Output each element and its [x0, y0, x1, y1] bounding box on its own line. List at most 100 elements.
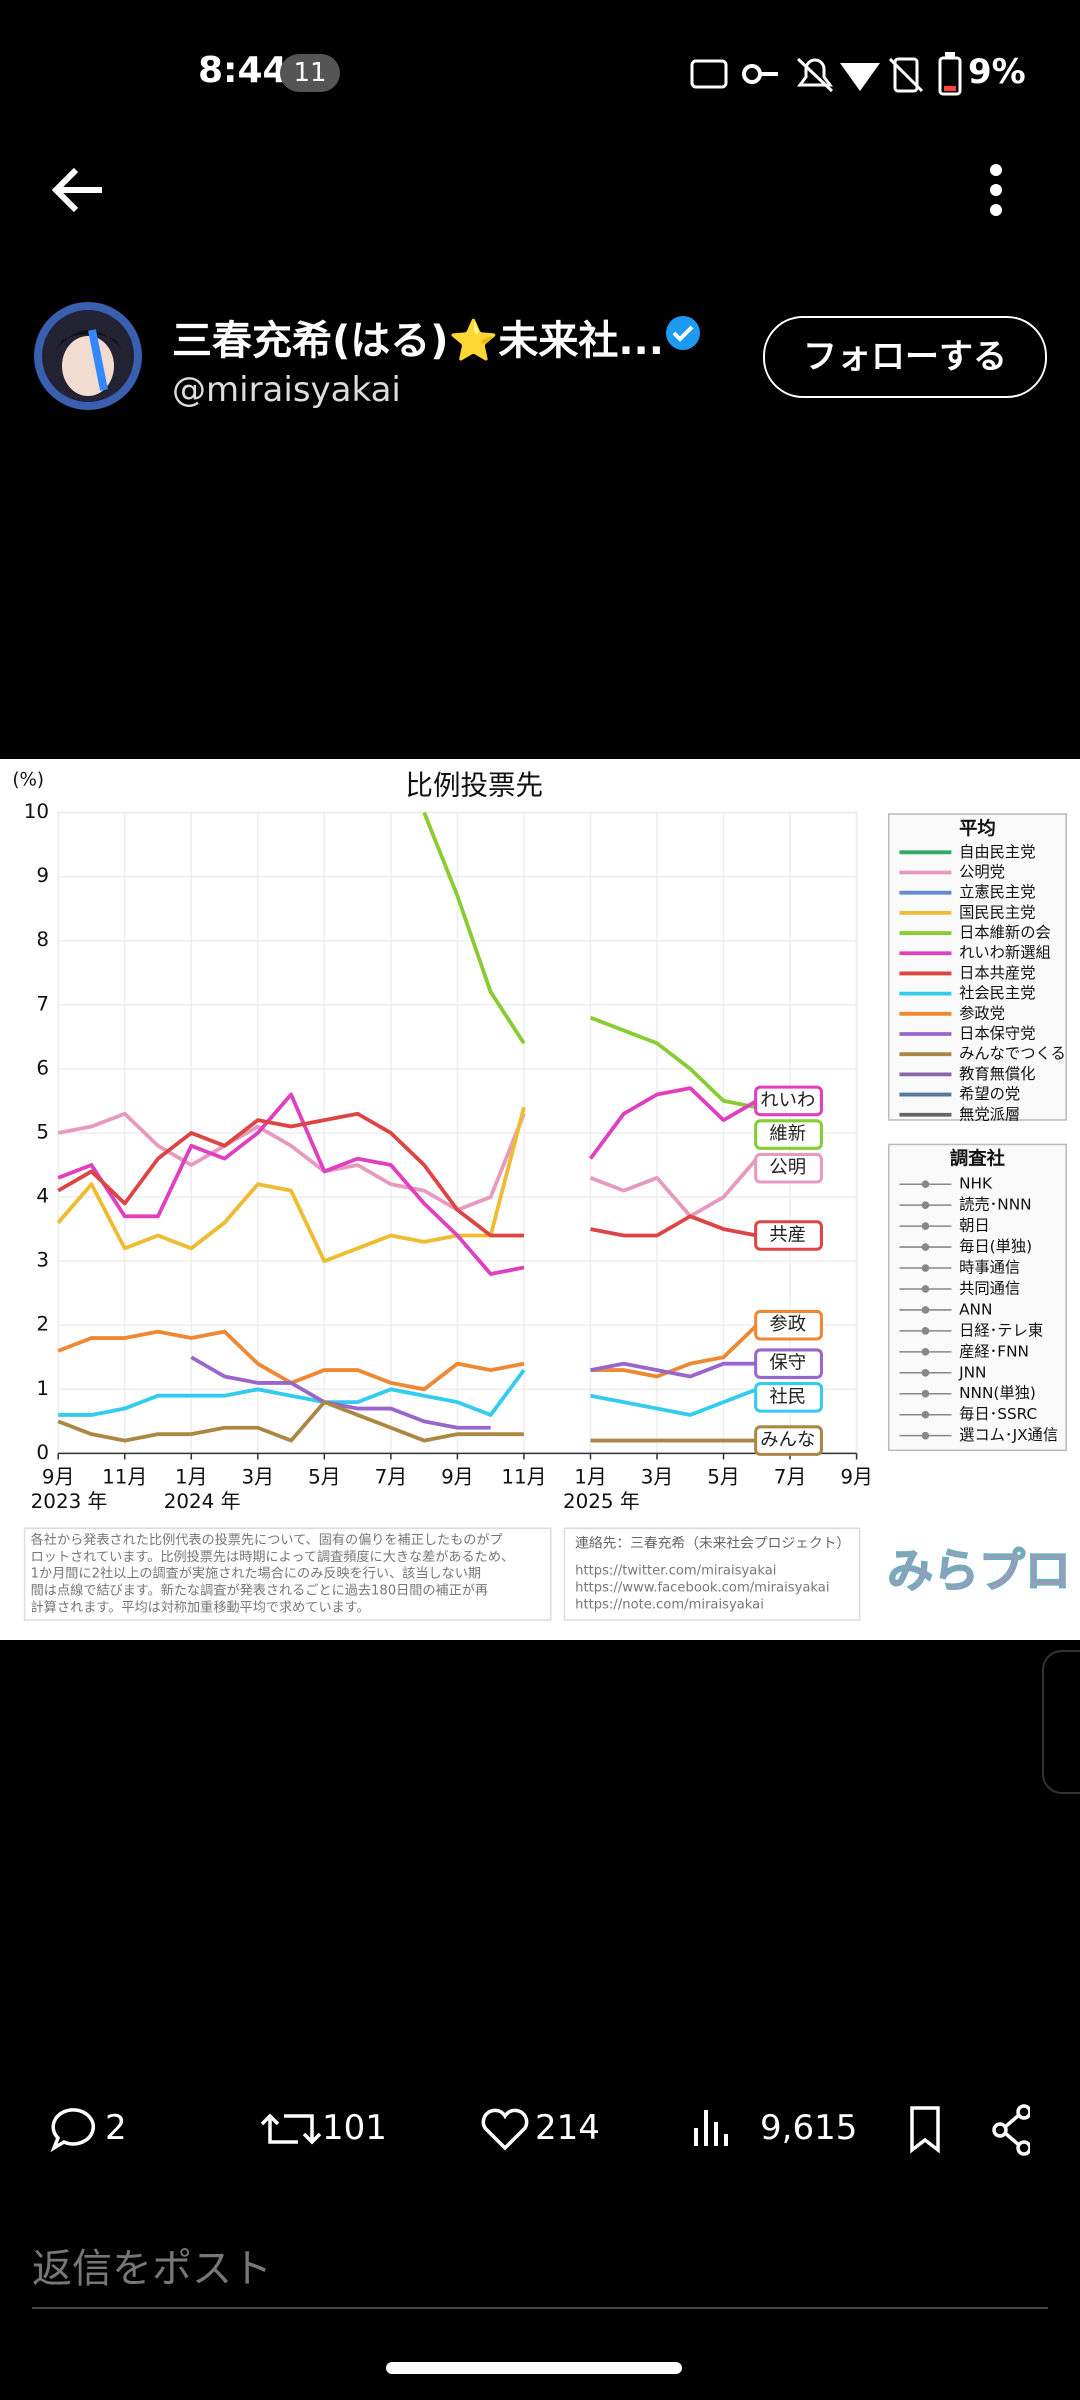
end-label: 公明	[769, 1157, 806, 1178]
legend-label: 無党派層	[959, 1105, 1020, 1123]
series-line	[56, 1106, 526, 1264]
x-tick-label: 5月	[707, 1465, 740, 1488]
pollster-label: 選コム･JX通信	[959, 1426, 1058, 1444]
pollster-marker	[921, 1201, 930, 1209]
x-tick-label: 5月	[308, 1465, 341, 1488]
y-tick-label: 3	[36, 1249, 49, 1272]
note-line: ロットされています。比例投票先は時期によって調査頻度に大きな差があるため、	[31, 1549, 514, 1565]
author-name[interactable]: 三春充希(はる)⭐未来社...	[172, 318, 664, 364]
action-icons	[50, 2104, 1030, 2156]
legend-label: 参政党	[959, 1004, 1005, 1022]
pollster-marker	[921, 1389, 930, 1398]
y-tick-label: 5	[36, 1120, 49, 1143]
series-line	[57, 1092, 525, 1276]
pollster-marker	[921, 1222, 930, 1230]
end-label-box	[754, 1382, 823, 1413]
battery-icon	[938, 52, 962, 96]
y-tick-label: 0	[36, 1441, 49, 1464]
x-tick-label: 11月	[501, 1465, 546, 1488]
follow-button[interactable]: フォローする	[763, 316, 1047, 398]
end-label: 社民	[769, 1386, 806, 1407]
reply-input[interactable]: 返信をポスト	[32, 2246, 272, 2292]
y-tick-label: 6	[36, 1056, 49, 1079]
end-label: 維新	[769, 1124, 806, 1145]
pollster-marker	[921, 1431, 930, 1440]
pollster-marker	[921, 1180, 930, 1189]
pollster-marker	[921, 1264, 930, 1272]
note-line: 1か月間に2社以上の調査が実施された場合にのみ反映を行い、該当しない期	[31, 1566, 481, 1582]
url: https://twitter.com/miraisyakai	[575, 1564, 776, 1579]
x-tick-label: 1月	[175, 1465, 208, 1488]
end-label-box	[754, 1348, 823, 1379]
end-label-box	[754, 1119, 823, 1150]
series-line	[57, 1111, 524, 1238]
logo: みらプロ	[887, 1544, 1071, 1598]
notification-badge: 11	[280, 54, 340, 92]
legend-label: 希望の党	[959, 1085, 1020, 1103]
pollster-marker	[921, 1306, 930, 1314]
chart: 比例投票先 (%) 平均 調査社 連絡先：三春充希（未来社会プロジェクト） みら…	[0, 759, 1080, 1640]
note-box	[23, 1527, 552, 1621]
pollster-label: NNN(単独)	[959, 1384, 1036, 1402]
avatar[interactable]	[32, 300, 144, 412]
y-tick-label: 4	[36, 1185, 49, 1208]
y-tick-label: 10	[24, 800, 49, 823]
view-count[interactable]: 9,615	[760, 2108, 858, 2148]
y-tick-label: 2	[36, 1313, 49, 1336]
legend-label: 日本維新の会	[959, 924, 1051, 942]
pollster-marker	[921, 1368, 930, 1377]
legend-title: 平均	[959, 817, 996, 839]
year-label: 2024 年	[164, 1490, 241, 1513]
pollster-label: ANN	[959, 1300, 992, 1318]
legend-label: れいわ新選組	[959, 944, 1051, 962]
contact-box	[563, 1527, 861, 1621]
series-line	[589, 1015, 758, 1110]
like-count[interactable]: 214	[535, 2108, 600, 2148]
series-line	[190, 1355, 491, 1430]
clock: 8:44	[198, 50, 288, 91]
x-tick-label: 7月	[375, 1465, 408, 1488]
x-tick-label: 9月	[840, 1465, 873, 1488]
end-label: 参政	[769, 1314, 806, 1335]
pollster-marker	[921, 1327, 930, 1335]
y-tick-label: 8	[36, 928, 49, 951]
end-label-box	[754, 1085, 823, 1117]
series-line	[590, 1214, 758, 1238]
pollster-label: 毎日･SSRC	[959, 1405, 1037, 1423]
series-line	[57, 1111, 526, 1212]
side-handle	[1042, 1650, 1080, 1794]
x-tick-label: 3月	[242, 1465, 275, 1488]
pollster-label: 日経･テレ東	[959, 1321, 1043, 1339]
end-label-box	[754, 1425, 823, 1456]
year-label: 2023 年	[31, 1490, 108, 1513]
pollster-title: 調査社	[950, 1148, 1005, 1170]
pollster-label: 読売･NNN	[959, 1196, 1032, 1214]
author-handle[interactable]: @miraisyakai	[172, 370, 401, 410]
back-button[interactable]	[50, 165, 106, 215]
y-unit: (%)	[12, 769, 44, 790]
legend-label: 日本共産党	[959, 964, 1035, 982]
series-line	[590, 1387, 758, 1417]
y-tick-label: 7	[36, 992, 49, 1015]
repost-count[interactable]: 101	[322, 2108, 387, 2148]
legend-label: 社会民主党	[959, 984, 1035, 1002]
pollster-marker	[921, 1243, 930, 1251]
url: https://note.com/miraisyakai	[575, 1597, 764, 1612]
pollster-label: 朝日	[959, 1217, 990, 1235]
series-line	[422, 811, 526, 1045]
end-label: 共産	[769, 1225, 806, 1246]
end-label: 保守	[769, 1353, 806, 1374]
pollster-label: JNN	[958, 1363, 986, 1381]
x-tick-label: 7月	[774, 1465, 807, 1488]
more-button[interactable]	[984, 162, 1008, 218]
legend-label: 教育無償化	[959, 1065, 1035, 1083]
legend-label: みんなでつくる	[959, 1045, 1066, 1063]
legend-label: 公明党	[959, 863, 1005, 881]
reply-count[interactable]: 2	[105, 2108, 127, 2148]
series-line	[590, 1361, 757, 1379]
pollster-marker	[921, 1285, 930, 1293]
pollster-label: 毎日(単独)	[959, 1238, 1032, 1256]
series-line	[588, 1086, 758, 1160]
legend-box	[887, 813, 1067, 1121]
